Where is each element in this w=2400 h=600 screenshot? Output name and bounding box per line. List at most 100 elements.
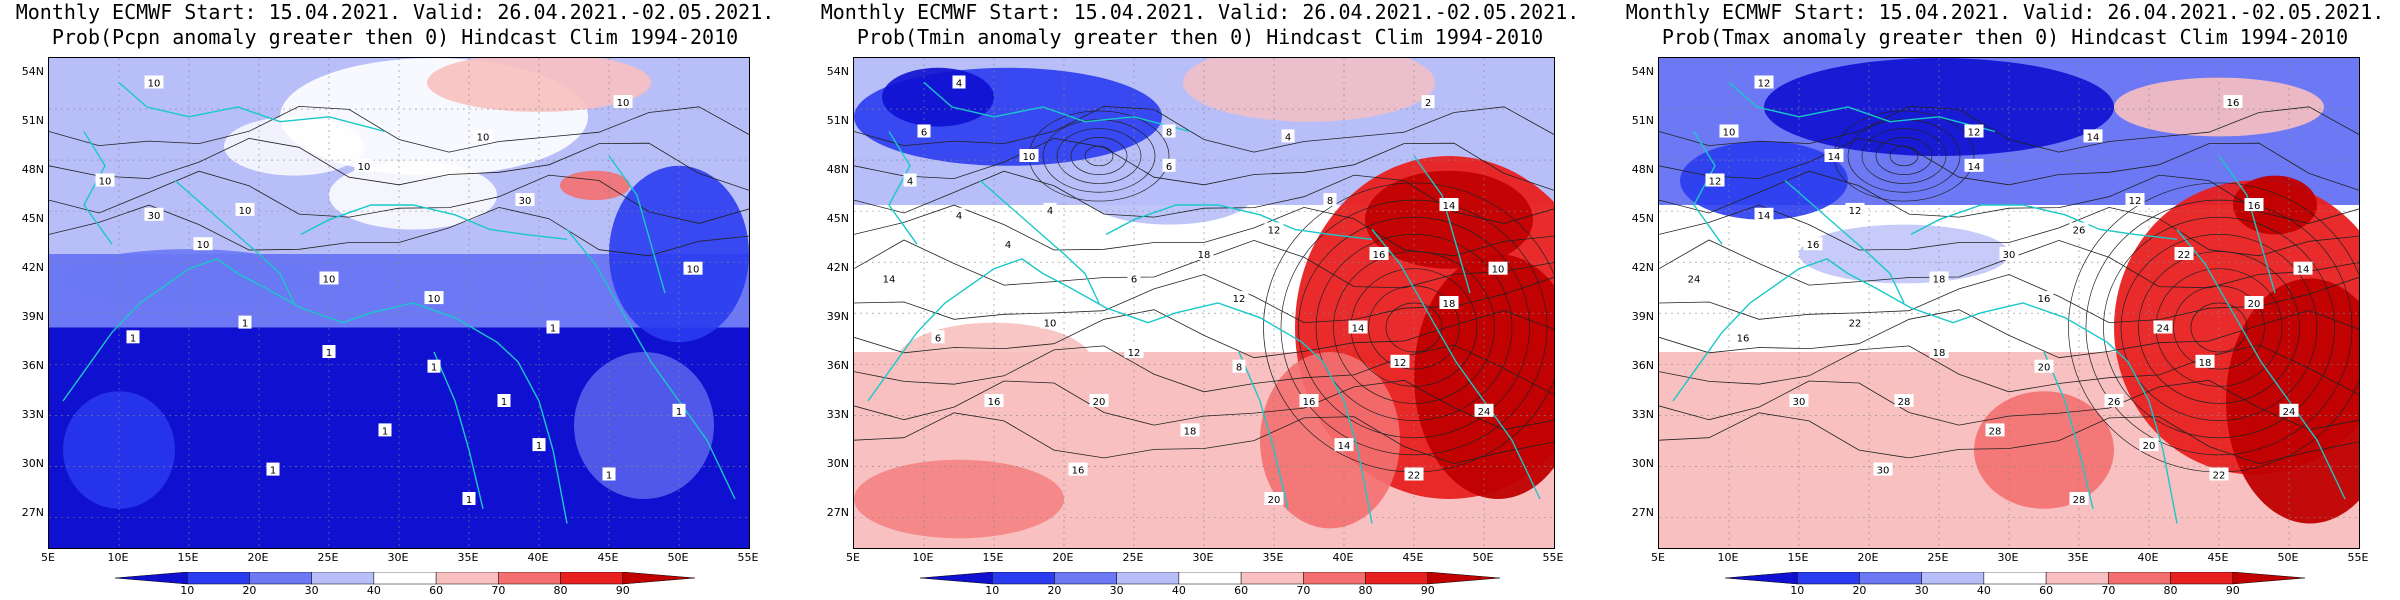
contour-label: 10 [358,162,371,173]
lon-label: 15E [982,551,1004,564]
contour-label-box [2069,492,2089,505]
anomaly-field [609,165,749,343]
colorbar-swatch [1365,572,1429,585]
contour-label-box [1043,202,1057,216]
contour-label-box [1068,462,1088,476]
lat-label: 54N [826,65,849,78]
contour-label-box [2244,296,2264,309]
contour-label-box [2139,438,2159,452]
contour-label: 14 [1758,211,1771,222]
contour-label: 1 [431,363,437,374]
contour-label: 10 [99,177,112,188]
contour-label: 12 [1758,79,1771,90]
colorbar-swatch [991,572,1055,585]
contour-label-box [1421,95,1435,109]
contour-label: 10 [197,240,210,251]
anomaly-field [1085,165,1253,225]
contour-label-box [2153,320,2173,334]
anomaly-field [896,322,1092,401]
contour-label: 16 [1303,397,1316,408]
anomaly-field [1183,58,1435,122]
contour-label: 28 [1989,426,2002,437]
contour-label: 22 [1849,319,1862,330]
contour-label: 1 [606,471,612,482]
contour-label-box [1929,271,1949,285]
contour-label: 12 [1968,128,1981,139]
contour-label: 14 [1352,324,1365,335]
colorbar-label: 30 [1914,584,1929,597]
lon-label: 50E [667,551,689,564]
colorbar-label: 80 [1358,584,1373,597]
lon-label: 35E [2067,551,2089,564]
lat-label: 48N [1631,162,1654,176]
contour-label-box [1127,271,1141,285]
colorbar-label: 40 [1171,584,1186,597]
contour-line [1659,204,2359,257]
contour-label: 18 [1184,426,1197,437]
anomaly-field [1680,141,1848,220]
contour-line [1659,379,2359,431]
colorbar-label: 60 [1234,584,1249,597]
contour-label: 14 [1443,201,1456,212]
colorbar-label: 60 [429,584,444,597]
coastline [83,131,113,245]
anomaly-field [427,58,651,112]
coastline [888,131,918,245]
contour-label-box [238,315,252,329]
lat-label: 30N [1631,456,1654,470]
contour-label: 18 [1933,275,1946,286]
lat-label: 27N [826,505,849,519]
colorbar-swatch [2232,572,2305,585]
contour-label-box [2034,359,2054,373]
contour-label: 14 [2297,265,2310,276]
colorbar-label: 40 [1976,584,1991,597]
lat-label: 27N [21,505,44,519]
contour-label: 1 [550,324,556,335]
contour-label: 10 [1044,319,1057,330]
coastline [608,155,666,294]
contour-label: 22 [2178,250,2191,261]
colorbar-label: 30 [1109,584,1124,597]
contour-label-box [1264,492,1284,505]
contour-label-box [1719,124,1739,138]
contour-label-box [1439,296,1459,309]
contour-label-box [2104,394,2124,407]
contour-label-box [1040,315,1060,329]
lon-label: 35E [457,551,479,564]
coastline [1728,81,1996,133]
contour-line [1385,302,1443,353]
coastline [923,81,1191,133]
lon-label: 5E [1651,551,1665,564]
contour-label-box [1733,330,1753,344]
anomaly-field [854,459,1064,539]
contour-label: 14 [2087,132,2100,143]
colorbar-label: 10 [985,584,1000,597]
map-area: 4 4 4 4 4 6 4 2 8 6 12 10 6 10 12 8 14 16 18 16 14 20 22 24 16 12… [853,57,1555,549]
contour-line [2173,285,2265,370]
contour-label: 1 [382,426,388,437]
contour-label-box [1789,394,1809,407]
contour-label-box [1299,394,1319,407]
contour-label: 28 [1898,397,1911,408]
contour-line [1056,128,1142,184]
contour-label: 12 [1709,177,1722,188]
contour-label: 26 [2108,397,2121,408]
contour-label: 28 [2073,495,2086,506]
lon-label: 30E [1997,551,2019,564]
contour-label: 18 [1198,250,1211,261]
lon-label: 10E [1717,551,1739,564]
lon-label: 10E [912,551,934,564]
contour-label: 1 [326,348,332,359]
contour-label: 1 [466,495,472,506]
contour-label-box [1845,202,1865,216]
contour-label: 22 [1408,471,1421,482]
colorbar-swatch [1921,572,1985,585]
contour-label: 6 [921,128,927,139]
contour-label: 14 [1968,162,1981,173]
contour-label-box [2125,193,2145,207]
colorbar-label: 10 [1790,584,1805,597]
contour-label: 1 [536,441,542,452]
panel-title: Monthly ECMWF Start: 15.04.2021. Valid: … [0,0,790,50]
contour-label: 4 [1285,132,1291,143]
contour-label: 12 [1849,206,1862,217]
